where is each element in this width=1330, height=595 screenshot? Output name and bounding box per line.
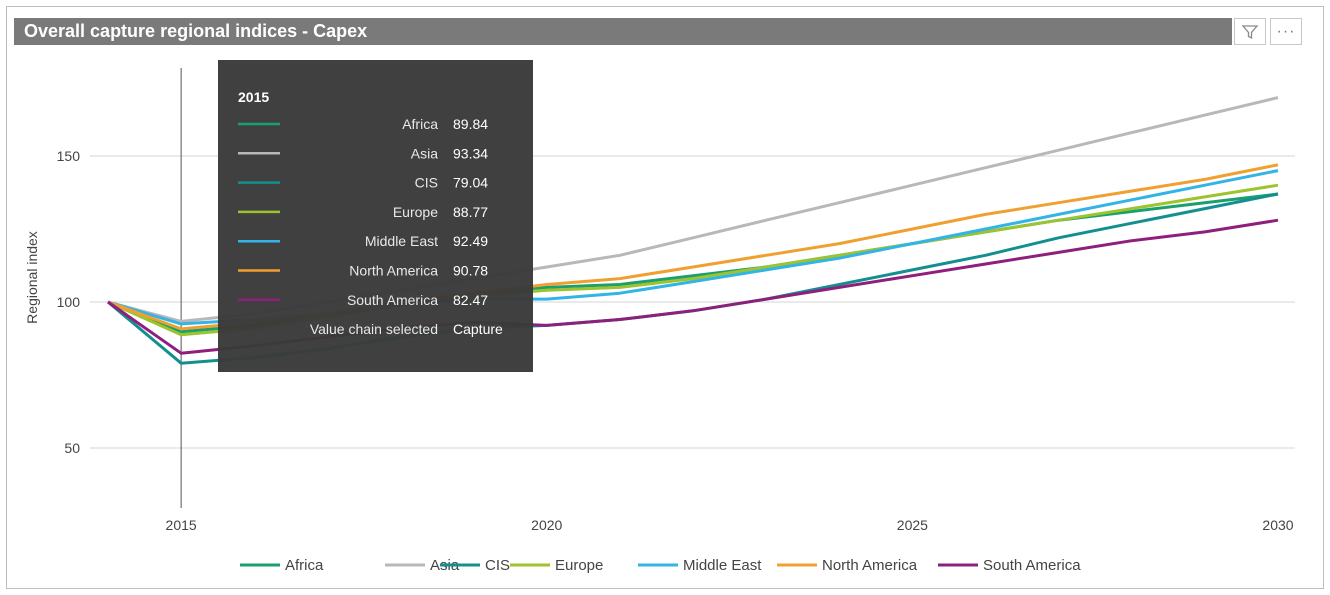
legend-label-europe: Europe <box>555 557 603 574</box>
tooltip-value: 89.84 <box>453 116 488 132</box>
x-tick-label: 2015 <box>166 517 197 533</box>
tooltip-label: Europe <box>393 204 438 220</box>
legend-label-africa: Africa <box>285 557 324 574</box>
more-options-button[interactable]: ··· <box>1270 18 1302 45</box>
tooltip-extra-label: Value chain selected <box>310 321 438 337</box>
x-tick-label: 2020 <box>531 517 562 533</box>
tooltip-value: 90.78 <box>453 263 488 279</box>
tooltip-value: 88.77 <box>453 204 488 220</box>
filter-icon <box>1241 24 1259 39</box>
filter-button[interactable] <box>1234 18 1266 45</box>
tooltip-label: South America <box>347 292 438 308</box>
tooltip-label: Asia <box>411 145 438 161</box>
tooltip-value: 79.04 <box>453 175 488 191</box>
more-options-icon: ··· <box>1276 22 1296 40</box>
tooltip-label: CIS <box>415 175 438 191</box>
tooltip-box <box>218 60 533 372</box>
legend-label-north-america: North America <box>822 557 918 574</box>
y-axis-label: Regional index <box>24 231 40 324</box>
tooltip-year: 2015 <box>238 89 269 105</box>
tooltip-value: 92.49 <box>453 233 488 249</box>
x-tick-label: 2030 <box>1262 517 1293 533</box>
legend-label-south-america: South America <box>983 557 1081 574</box>
y-tick-label: 100 <box>57 294 81 310</box>
tooltip-value: 82.47 <box>453 292 488 308</box>
x-tick-label: 2025 <box>897 517 928 533</box>
chart-title: Overall capture regional indices - Capex <box>24 21 368 41</box>
tooltip-value: 93.34 <box>453 145 488 161</box>
legend-label-middle-east: Middle East <box>683 557 762 574</box>
tooltip-extra-value: Capture <box>453 321 503 337</box>
y-tick-label: 50 <box>64 440 80 456</box>
legend-label-cis: CIS <box>485 557 510 574</box>
tooltip-label: Africa <box>402 116 438 132</box>
chart-title-bar: Overall capture regional indices - Capex <box>14 18 1232 45</box>
y-tick-label: 150 <box>57 148 81 164</box>
tooltip-label: North America <box>349 263 438 279</box>
tooltip-label: Middle East <box>365 233 438 249</box>
